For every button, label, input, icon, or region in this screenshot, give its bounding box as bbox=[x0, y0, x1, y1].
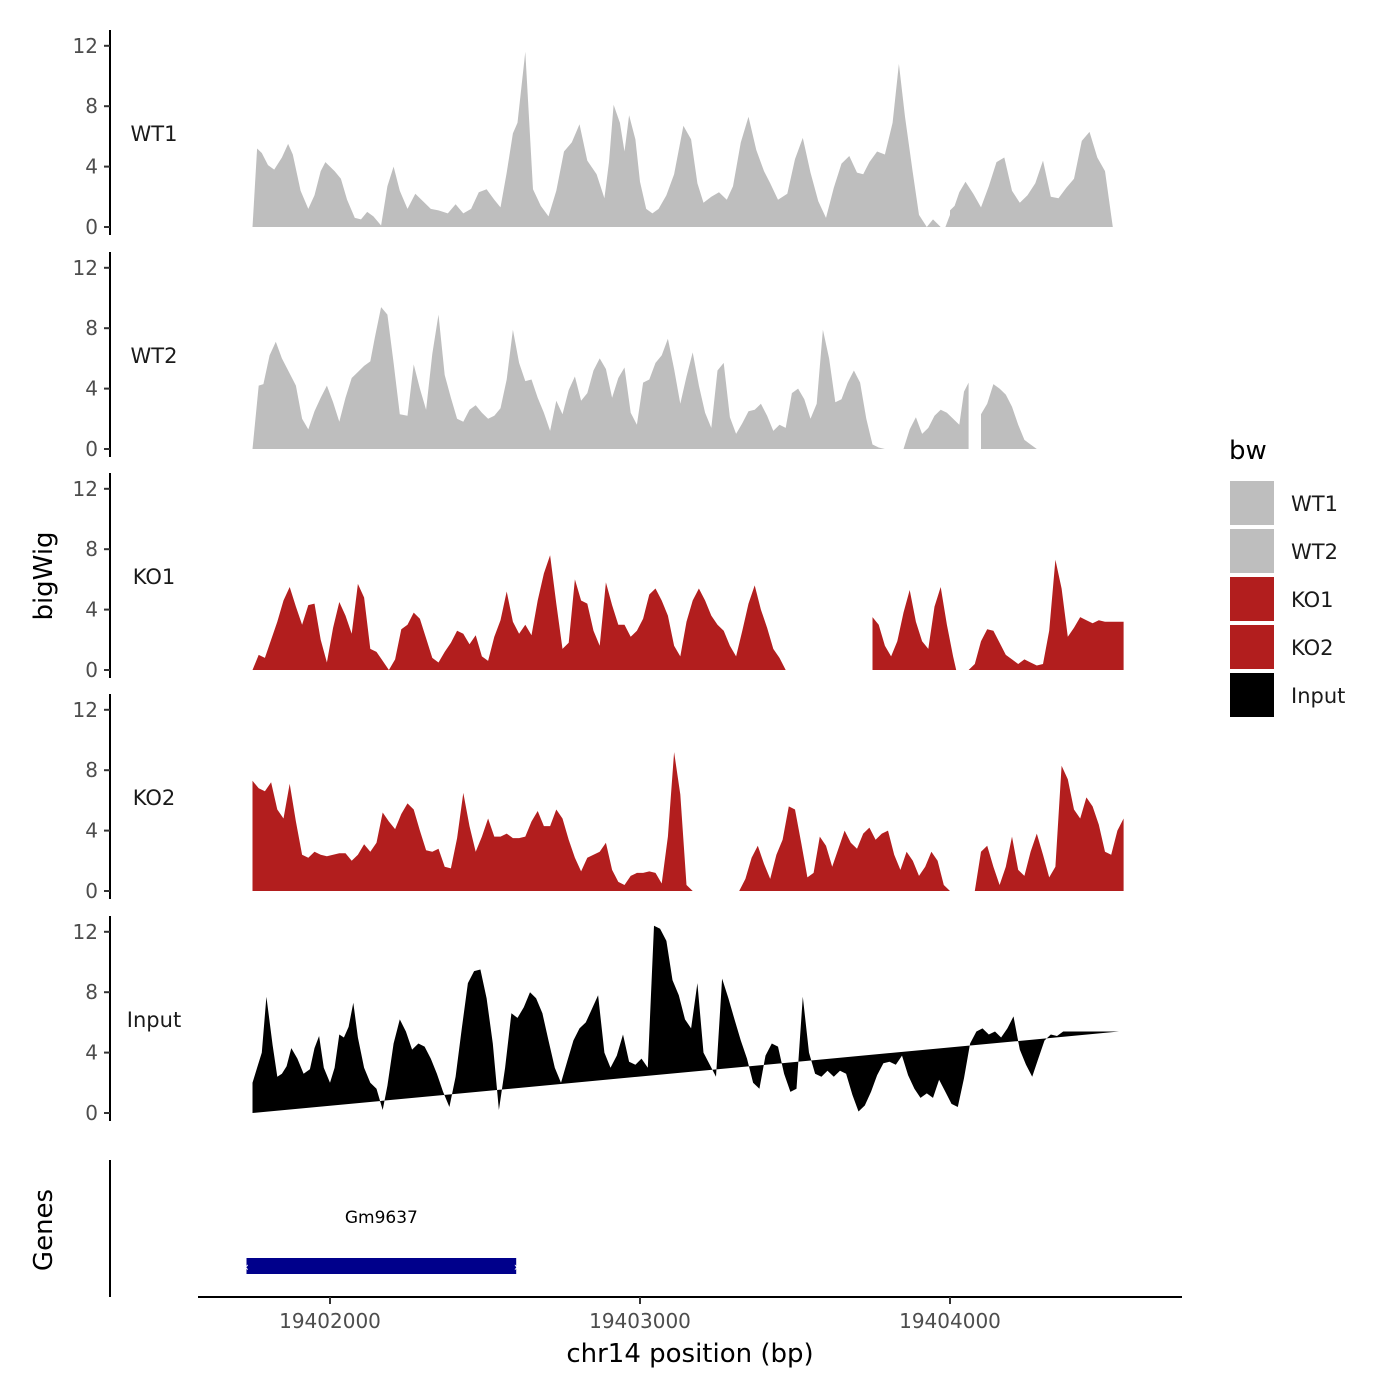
track-ko1: 0 4 8 12 KO1 bbox=[73, 473, 1124, 682]
y-tick-label: 8 bbox=[85, 94, 98, 118]
legend-key-input bbox=[1228, 671, 1276, 719]
track-wt2: 0 4 8 12 WT2 bbox=[73, 252, 1118, 461]
y-tick-label: 12 bbox=[73, 920, 98, 944]
track-label: WT2 bbox=[131, 344, 178, 368]
x-axis: 19402000 19403000 19404000 chr14 position … bbox=[198, 1296, 1182, 1369]
y-tick-label: 4 bbox=[85, 377, 98, 401]
y-tick-label: 0 bbox=[85, 1101, 98, 1125]
y-tick-label: 4 bbox=[85, 598, 98, 622]
legend-items: WT1 WT2 KO1 KO2 Input bbox=[1228, 479, 1345, 719]
signal-area-ko1-right bbox=[872, 559, 1124, 670]
legend-label: WT2 bbox=[1291, 540, 1338, 564]
y-tick-label: 8 bbox=[85, 537, 98, 561]
track-input: 0 4 8 12 Input bbox=[73, 916, 1119, 1125]
track-ko2: 0 4 8 12 KO2 bbox=[73, 694, 1124, 903]
legend-key-ko2 bbox=[1228, 623, 1276, 671]
y-tick-label: 12 bbox=[73, 698, 98, 722]
x-tick-label: 19403000 bbox=[589, 1309, 691, 1333]
legend-key-wt1 bbox=[1228, 479, 1276, 527]
legend-label: Input bbox=[1291, 684, 1345, 708]
legend-key-ko1 bbox=[1228, 575, 1276, 623]
y-tick-label: 0 bbox=[85, 879, 98, 903]
legend-key-wt2 bbox=[1228, 527, 1276, 575]
genes-axis-title: Genes bbox=[29, 1189, 59, 1271]
signal-area-wt2 bbox=[981, 384, 1118, 449]
track-label: KO2 bbox=[133, 786, 176, 810]
y-tick-label: 12 bbox=[73, 256, 98, 280]
legend-label: KO1 bbox=[1291, 588, 1334, 612]
genes-panel: Genes ‹ › Gm9637 bbox=[29, 1160, 519, 1297]
tracks-layer: 0 4 8 12 WT1 0 4 8 12 WT2 0 4 8 12 KO1 0 4 8 12 KO2 0 4 8 12 Inp… bbox=[73, 30, 1124, 1125]
signal-area-ko2-right bbox=[739, 806, 963, 891]
signal-area-wt2 bbox=[252, 307, 969, 449]
signal-area-input bbox=[252, 925, 1119, 1113]
y-tick-label: 12 bbox=[73, 477, 98, 501]
legend-label: KO2 bbox=[1291, 636, 1334, 660]
gene-strand-arrow-left: ‹ bbox=[244, 1260, 249, 1274]
y-tick-label: 8 bbox=[85, 758, 98, 782]
y-axis-title: bigWig bbox=[29, 531, 59, 620]
signal-area-ko2 bbox=[252, 752, 960, 891]
signal-area-ko1 bbox=[252, 555, 954, 670]
genes-layer: ‹ › Gm9637 bbox=[244, 1208, 519, 1274]
gene-label: Gm9637 bbox=[345, 1208, 418, 1228]
y-tick-label: 4 bbox=[85, 819, 98, 843]
y-tick-label: 0 bbox=[85, 437, 98, 461]
legend-title: bw bbox=[1229, 436, 1267, 466]
y-tick-label: 12 bbox=[73, 34, 98, 58]
x-ticks: 19402000 19403000 19404000 bbox=[279, 1297, 1001, 1333]
x-tick-label: 19404000 bbox=[899, 1309, 1001, 1333]
y-tick-label: 8 bbox=[85, 980, 98, 1004]
track-label: KO1 bbox=[133, 565, 176, 589]
y-tick-label: 4 bbox=[85, 1041, 98, 1065]
legend: bw WT1 WT2 KO1 KO2 Input bbox=[1228, 436, 1345, 719]
signal-area-ko2-right bbox=[974, 765, 1124, 891]
gene-body bbox=[246, 1258, 517, 1274]
y-tick-label: 0 bbox=[85, 215, 98, 239]
track-wt1: 0 4 8 12 WT1 bbox=[73, 30, 1113, 239]
legend-label: WT1 bbox=[1291, 492, 1338, 516]
track-label: Input bbox=[127, 1008, 181, 1032]
gene-strand-arrow-right: › bbox=[514, 1260, 519, 1274]
y-tick-label: 8 bbox=[85, 316, 98, 340]
x-tick-label: 19402000 bbox=[279, 1309, 381, 1333]
y-tick-label: 0 bbox=[85, 658, 98, 682]
y-tick-label: 4 bbox=[85, 155, 98, 179]
signal-area-wt1 bbox=[252, 51, 1113, 227]
x-axis-title: chr14 position (bp) bbox=[566, 1339, 813, 1369]
track-label: WT1 bbox=[131, 122, 178, 146]
